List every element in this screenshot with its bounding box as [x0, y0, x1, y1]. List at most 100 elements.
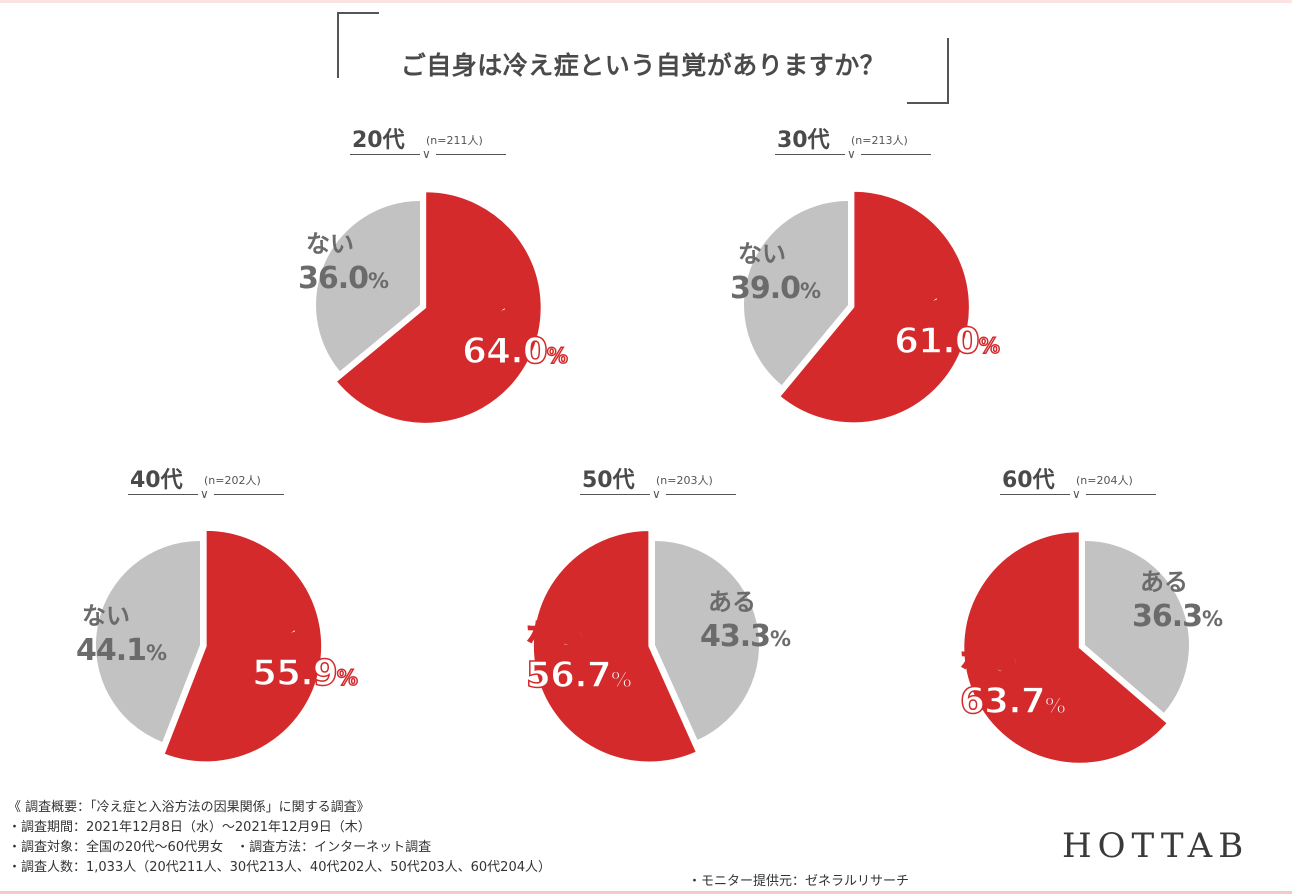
group-header-40s: 40代 (n=202人) ∨	[128, 462, 288, 506]
slice-name: ない	[525, 619, 586, 654]
value: 36.0	[298, 261, 369, 296]
unit: %	[368, 269, 389, 293]
pie-slice-red	[778, 190, 971, 424]
slice-value: 63.7%	[959, 681, 1067, 722]
sample-size: (n=204人)	[1076, 474, 1133, 487]
pie-slice-gray	[95, 541, 200, 742]
value: 36.3	[1132, 599, 1203, 634]
divider	[214, 494, 284, 495]
slice-name: ある	[708, 588, 756, 616]
divider	[1000, 494, 1070, 495]
bracket-close	[907, 38, 949, 104]
slice-value: 64.0%	[461, 331, 569, 372]
slice-value: 36.0%	[298, 261, 389, 296]
value: 61.0	[893, 321, 980, 362]
slice-label-nai-20s: ない 36.0%	[298, 230, 389, 296]
survey-notes: 《 調査概要：「冷え症と入浴方法の因果関係」に関する調査》 ・調査期間：2021…	[8, 798, 551, 878]
bracket-open	[337, 12, 379, 78]
pie-slice-red	[532, 529, 698, 763]
slice-name: ない	[306, 230, 354, 258]
slice-name: ない	[959, 645, 1020, 680]
slice-value: 44.1%	[76, 633, 167, 668]
group-header-30s: 30代 (n=213人) ∨	[775, 122, 935, 166]
unit: %	[800, 279, 821, 303]
slice-name: ある	[1140, 568, 1188, 596]
divider	[436, 154, 506, 155]
divider	[861, 154, 931, 155]
group-header-20s: 20代 (n=211人) ∨	[350, 122, 510, 166]
slice-name: ある	[893, 285, 954, 320]
divider	[350, 154, 420, 155]
unit: %	[770, 627, 791, 651]
unit: %	[1044, 694, 1067, 718]
note-monitor: ・モニター提供元：ゼネラルリサーチ	[688, 874, 910, 889]
bottom-border	[0, 891, 1292, 894]
slice-name: ある	[251, 617, 312, 652]
sample-size: (n=202人)	[204, 474, 261, 487]
pie-slice-gray	[316, 201, 420, 372]
value: 44.1	[76, 633, 147, 668]
divider	[666, 494, 736, 495]
pie-40s	[95, 529, 323, 763]
age-label: 50代	[582, 468, 635, 493]
pie-30s	[744, 190, 971, 424]
pie-20s	[316, 190, 543, 425]
note-period: ・調査期間：2021年12月8日（水）～2021年12月9日（木）	[8, 820, 371, 835]
chevron-down-icon: ∨	[847, 147, 856, 161]
chevron-down-icon: ∨	[200, 487, 209, 501]
age-label: 30代	[777, 128, 830, 153]
pie-slice-gray	[655, 541, 760, 740]
slice-value: 43.3%	[700, 619, 791, 654]
divider	[128, 494, 198, 495]
value: 63.7	[959, 681, 1046, 722]
chevron-down-icon: ∨	[422, 147, 431, 161]
divider	[775, 154, 845, 155]
age-label: 20代	[352, 128, 405, 153]
unit: %	[336, 666, 359, 690]
title-frame: ご自身は冷え症という自覚がありますか？	[337, 12, 949, 104]
slice-name: ない	[738, 240, 786, 268]
sample-size: (n=211人)	[426, 134, 483, 147]
slice-label-aru-20s: ある 64.0%	[461, 295, 569, 372]
pie-slice-red	[162, 529, 323, 763]
pie-50s	[532, 529, 760, 763]
unit: %	[610, 668, 633, 692]
slice-label-aru-40s: ある 55.9%	[251, 617, 359, 693]
note-count: ・調査人数：1,033人（20代211人、30代213人、40代202人、50代…	[8, 860, 551, 875]
slice-name: ない	[82, 602, 130, 630]
slice-label-nai-40s: ない 44.1%	[76, 602, 167, 668]
group-header-50s: 50代 (n=203人) ∨	[580, 462, 740, 506]
slice-name: ある	[461, 295, 522, 330]
brand-logo: HOTTAB	[1062, 826, 1250, 866]
slice-value: 36.3%	[1132, 599, 1223, 634]
age-label: 40代	[130, 468, 183, 493]
divider	[580, 494, 650, 495]
divider	[1086, 494, 1156, 495]
slice-value: 61.0%	[893, 321, 1001, 362]
chevron-down-icon: ∨	[652, 487, 661, 501]
value: 39.0	[730, 271, 801, 306]
value: 43.3	[700, 619, 771, 654]
slice-label-aru-50s: ある 43.3%	[700, 588, 791, 654]
slice-label-aru-30s: ある 61.0%	[893, 285, 1001, 362]
pie-slice-gray	[744, 201, 848, 386]
slice-label-aru-60s: ある 36.3%	[1132, 568, 1223, 634]
sample-size: (n=203人)	[656, 474, 713, 487]
slice-value: 39.0%	[730, 271, 821, 306]
slice-label-nai-60s: ない 63.7%	[959, 645, 1067, 722]
age-label: 60代	[1002, 468, 1055, 493]
note-target: ・調査対象：全国の20代～60代男女 ・調査方法：インターネット調査	[8, 840, 432, 855]
unit: %	[546, 344, 569, 368]
slice-label-nai-50s: ない 56.7%	[525, 619, 633, 696]
sample-size: (n=213人)	[851, 134, 908, 147]
slice-value: 55.9%	[251, 655, 359, 693]
chevron-down-icon: ∨	[1072, 487, 1081, 501]
value: 64.0	[461, 331, 548, 372]
slice-label-nai-30s: ない 39.0%	[730, 240, 821, 306]
group-header-60s: 60代 (n=204人) ∨	[1000, 462, 1160, 506]
slice-value: 56.7%	[525, 655, 633, 696]
value: 56.7	[525, 655, 612, 696]
unit: %	[978, 334, 1001, 358]
pie-slice-red	[962, 530, 1169, 765]
